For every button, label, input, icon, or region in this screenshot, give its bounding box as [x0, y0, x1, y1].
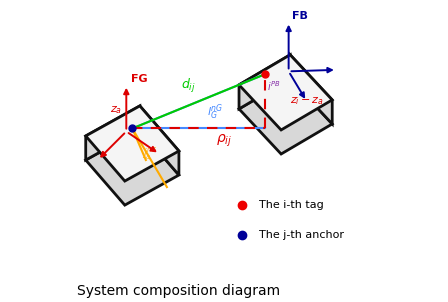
Polygon shape — [86, 130, 179, 205]
Text: The i-th tag: The i-th tag — [258, 200, 323, 210]
Text: $l_{G}^{nG}$: $l_{G}^{nG}$ — [207, 103, 223, 122]
Polygon shape — [86, 106, 140, 160]
Text: $z_a$: $z_a$ — [110, 104, 122, 116]
Text: $j_a^{nG}$: $j_a^{nG}$ — [142, 146, 158, 162]
Text: FB: FB — [292, 11, 307, 21]
Polygon shape — [86, 106, 179, 181]
Polygon shape — [239, 79, 332, 154]
Text: $z_i - z_a$: $z_i - z_a$ — [290, 95, 324, 107]
Text: System composition diagram: System composition diagram — [77, 284, 280, 298]
Text: $d_{ij}$: $d_{ij}$ — [181, 77, 195, 95]
Text: $\rho_{ij}$: $\rho_{ij}$ — [216, 132, 232, 149]
Text: $i^{PB}$: $i^{PB}$ — [267, 79, 280, 93]
Polygon shape — [140, 106, 179, 175]
Text: The j-th anchor: The j-th anchor — [258, 230, 344, 240]
Polygon shape — [239, 55, 290, 109]
Polygon shape — [290, 55, 332, 124]
Polygon shape — [239, 55, 332, 130]
Text: FG: FG — [131, 74, 147, 84]
